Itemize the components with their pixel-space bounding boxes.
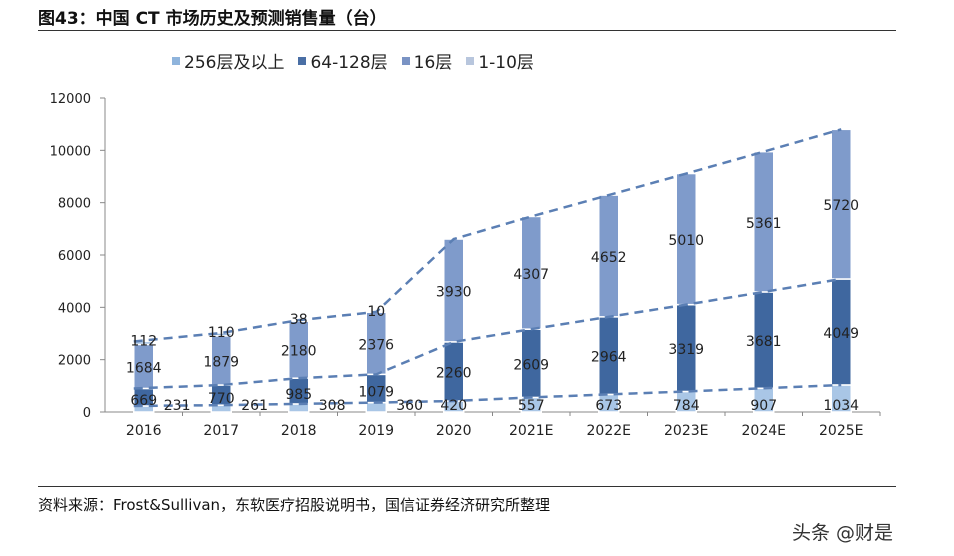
data-label: 4652 — [591, 250, 627, 266]
data-label: 673 — [595, 398, 622, 414]
y-tick-label: 12000 — [50, 92, 91, 107]
y-tick-label: 8000 — [58, 197, 91, 212]
data-label: 1034 — [823, 398, 859, 414]
data-label: 985 — [285, 387, 312, 403]
legend-item: 256层及以上 — [172, 48, 284, 73]
chart: 0 2000 4000 6000 8000 10000 12000 2016 2017 2018 2… — [50, 92, 881, 439]
x-tick-label: 2018 — [281, 423, 317, 439]
x-tick-label: 2019 — [358, 423, 394, 439]
data-label: 557 — [518, 398, 545, 414]
data-label: 5010 — [668, 233, 704, 249]
x-tick-label: 2023E — [664, 423, 708, 439]
data-label: 5720 — [823, 198, 859, 214]
data-label: 3681 — [746, 334, 782, 350]
x-tick-label: 2021E — [509, 423, 553, 439]
trend-line — [133, 277, 842, 390]
data-label: 5361 — [746, 216, 782, 232]
data-label: 112 — [130, 333, 157, 349]
data-label: 261 — [241, 398, 268, 414]
data-label: 2260 — [436, 365, 472, 381]
data-label: 4307 — [513, 267, 549, 283]
data-label: 770 — [208, 391, 235, 407]
x-tick-label: 2022E — [587, 423, 631, 439]
legend-label: 256层及以上 — [184, 53, 285, 73]
figure-title: 图43：中国 CT 市场历史及预测销售量（台） — [38, 9, 387, 29]
data-label: 231 — [164, 398, 191, 414]
legend-swatch — [401, 56, 410, 65]
bar-segment — [365, 401, 387, 413]
data-label: 308 — [319, 398, 346, 414]
bar-segment — [133, 340, 155, 346]
data-label: 2376 — [358, 337, 394, 353]
legend-label: 64-128层 — [310, 53, 388, 73]
data-label: 38 — [290, 312, 308, 328]
legend-item: 16层 — [401, 48, 453, 73]
y-tick-label: 6000 — [58, 249, 91, 264]
legend-swatch — [298, 56, 307, 65]
source-rule — [38, 486, 896, 487]
data-label: 2180 — [281, 344, 317, 360]
trend-line — [133, 128, 842, 343]
legend-item: 64-128层 — [298, 48, 388, 73]
y-tick-label: 0 — [83, 406, 91, 421]
data-label: 3319 — [668, 342, 704, 358]
data-label: 420 — [440, 398, 467, 414]
legend-label: 16层 — [413, 53, 453, 73]
legend-label: 1-10层 — [478, 53, 534, 73]
data-label: 669 — [130, 393, 157, 409]
data-label: 1079 — [358, 384, 394, 400]
data-label: 2964 — [591, 350, 627, 366]
data-label: 1684 — [126, 360, 162, 376]
x-tick-label: 2017 — [203, 423, 239, 439]
data-label: 10 — [367, 304, 385, 320]
data-label: 784 — [673, 398, 700, 414]
source-note: 资料来源：Frost&Sullivan，东软医疗招股说明书，国信证券经济研究所整… — [38, 496, 551, 514]
y-tick-label: 2000 — [58, 354, 91, 369]
data-label: 907 — [750, 398, 777, 414]
title-rule — [38, 30, 896, 31]
data-label: 3930 — [436, 284, 472, 300]
data-label: 1879 — [203, 354, 239, 370]
x-tick-label: 2024E — [742, 423, 786, 439]
data-label: 110 — [208, 325, 235, 341]
data-label: 2609 — [513, 357, 549, 373]
trend-line — [133, 383, 842, 408]
legend-swatch — [466, 56, 475, 65]
bar-segment — [753, 150, 775, 293]
x-tick-label: 2016 — [126, 423, 162, 439]
watermark: 头条 @财是 — [792, 522, 894, 544]
x-tick-label: 2025E — [819, 423, 863, 439]
legend-item: 1-10层 — [466, 48, 534, 73]
y-tick-label: 10000 — [50, 144, 91, 159]
x-tick-label: 2020 — [436, 423, 472, 439]
data-label: 4049 — [823, 326, 859, 342]
legend-swatch — [172, 56, 180, 65]
y-tick-label: 4000 — [58, 301, 91, 316]
data-label: 360 — [396, 398, 423, 414]
legend: 256层及以上 64-128层 16层 1-10层 — [172, 48, 534, 73]
